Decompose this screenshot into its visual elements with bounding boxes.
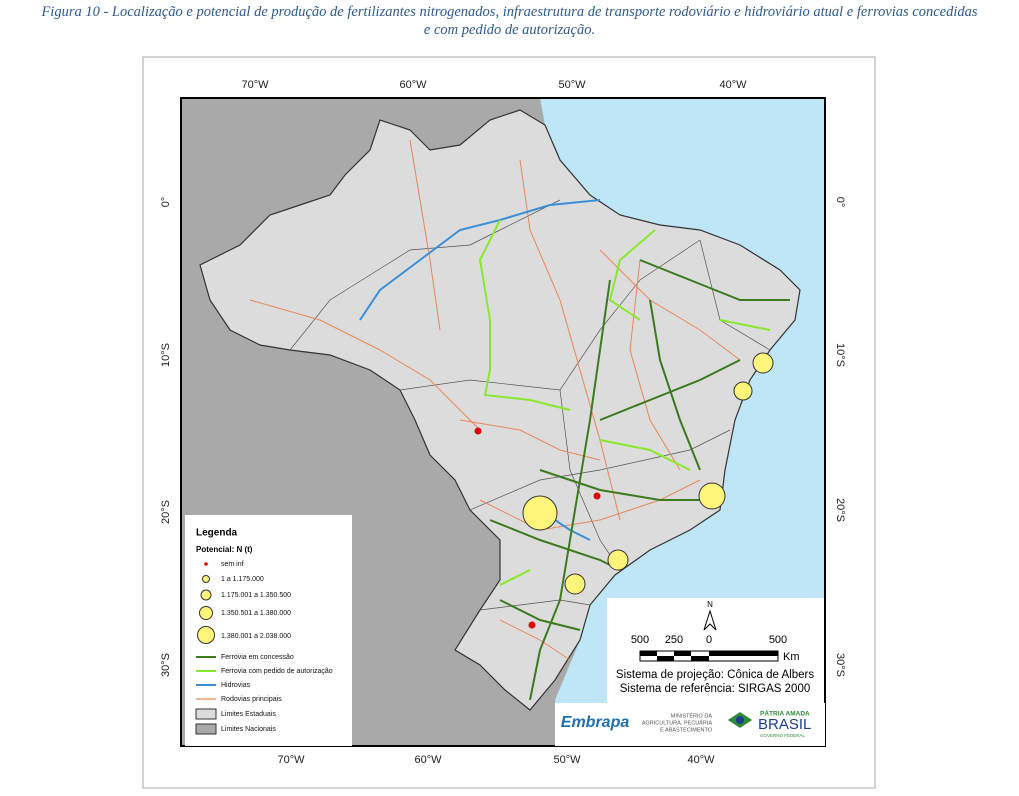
flag-icon xyxy=(736,716,744,724)
map-frame xyxy=(180,97,826,747)
railways-concession xyxy=(489,259,790,701)
legend-symbol xyxy=(202,575,210,583)
scale-label: 500 xyxy=(631,634,649,646)
scale-bar xyxy=(640,651,657,656)
scale-label: 250 xyxy=(665,634,683,646)
legend-symbol xyxy=(195,723,217,735)
sea xyxy=(540,98,825,746)
legend-symbol xyxy=(204,562,208,566)
state-limits xyxy=(289,199,771,611)
legend-symbol xyxy=(197,626,215,644)
legend-label: 1.380.001 a 2.038.000 xyxy=(221,633,291,640)
legend-label: 1.175.001 a 1.350.500 xyxy=(221,592,291,599)
reference: Sistema de referência: SIRGAS 2000 xyxy=(620,683,811,695)
graticule-label: 10°S xyxy=(834,343,846,367)
legend-label: Hidrovias xyxy=(221,682,251,689)
legend-label: Ferrovia com pedido de autorização xyxy=(221,668,333,675)
railways-authorization xyxy=(478,219,771,586)
scale-bar xyxy=(709,651,778,656)
graticule-label: 0° xyxy=(834,197,846,208)
scale-label: 500 xyxy=(769,634,787,646)
ministry-text: AGRICULTURA, PECUÁRIA xyxy=(642,719,713,726)
projection: Sistema de projeção: Cônica de Albers xyxy=(616,669,814,681)
government-text: GOVERNO FEDERAL xyxy=(760,733,806,738)
graticule-label: 60°W xyxy=(414,754,442,766)
scale-bar xyxy=(691,656,709,661)
graticule-label: 70°W xyxy=(241,79,269,91)
graticule-label: 70°W xyxy=(277,754,305,766)
production-sites xyxy=(522,352,774,595)
north-arrow xyxy=(703,609,717,631)
legend-label: Ferrovia em concessão xyxy=(221,654,294,661)
legend-subtitle: Potencial: N (t) xyxy=(196,545,253,554)
graticule-labels: 70°W 60°W 50°W 40°W 70°W 60°W 50°W 40°W … xyxy=(160,79,846,766)
graticule-label: 20°S xyxy=(160,500,172,524)
embrapa-logo: Embrapa xyxy=(561,714,630,731)
graticule-label: 0° xyxy=(160,197,172,208)
logos: Embrapa MINISTÉRIO DA AGRICULTURA, PECUÁ… xyxy=(555,703,825,746)
scale-bar xyxy=(674,651,691,656)
legend-symbol xyxy=(195,708,217,720)
legend-label: 1 a 1.175.000 xyxy=(221,576,264,583)
caption-line: Figura 10 - Localização e potencial de p… xyxy=(41,4,978,20)
legend-label: 1.350.501 a 1.380.000 xyxy=(221,610,291,617)
graticule-label: 30°S xyxy=(160,653,172,677)
legend-symbol xyxy=(199,606,213,620)
graticule-label: 50°W xyxy=(558,79,586,91)
scale-label: 0 xyxy=(706,634,712,646)
legend-label: Limites Estaduais xyxy=(221,711,276,718)
graticule-label: 40°W xyxy=(687,754,715,766)
legend-label: Rodovias principais xyxy=(221,696,282,703)
graticule-label: 20°S xyxy=(834,498,846,522)
legend-label: sem inf xyxy=(221,561,244,568)
ministry-text: MINISTÉRIO DA xyxy=(671,712,713,719)
logo-strip xyxy=(555,703,825,746)
government-text: PÁTRIA AMADA xyxy=(760,709,810,718)
legend-label: Limites Nacionais xyxy=(221,726,276,733)
no-info-sites xyxy=(474,427,601,629)
graticule-label: 30°S xyxy=(834,653,846,677)
roads xyxy=(249,139,741,661)
government-text: BRASIL xyxy=(758,716,811,733)
legend-title: Legenda xyxy=(196,528,238,539)
north-label: N xyxy=(707,600,713,609)
caption-line: e com pedido de autorização. xyxy=(423,22,596,38)
graticule-label: 10°S xyxy=(160,343,172,367)
graticule-label: 50°W xyxy=(553,754,581,766)
brazil xyxy=(199,109,801,711)
ministry-text: E ABASTECIMENTO xyxy=(660,727,713,733)
scale-unit: Km xyxy=(783,651,800,663)
legend: Legenda Potencial: N (t) sem inf 1 a 1.1… xyxy=(185,515,352,746)
graticule-label: 60°W xyxy=(399,79,427,91)
scale-bar xyxy=(657,656,674,661)
legend-symbol xyxy=(200,589,212,601)
graticule-label: 40°W xyxy=(719,79,747,91)
